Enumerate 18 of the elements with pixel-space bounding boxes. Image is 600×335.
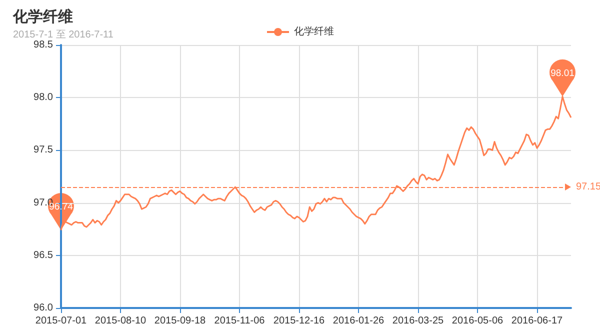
y-tick-label: 97.5 — [34, 144, 54, 156]
legend-label: 化学纤维 — [294, 26, 334, 38]
x-tick-label: 2015-09-18 — [154, 316, 206, 326]
x-tick-label: 2016-05-06 — [452, 316, 504, 326]
chart-title: 化学纤维 — [12, 8, 73, 26]
x-tick-label: 2015-07-01 — [35, 316, 88, 326]
x-tick-label: 2015-11-06 — [214, 316, 266, 326]
y-tick-label: 96.5 — [34, 250, 54, 261]
x-tick-label: 2016-06-17 — [511, 316, 564, 326]
y-tick-label: 98.0 — [34, 92, 54, 104]
x-tick-label: 2015-08-10 — [94, 316, 147, 326]
x-tick-label: 2016-01-26 — [332, 316, 385, 326]
x-tick-label: 2015-12-16 — [273, 316, 326, 326]
chart-subtitle: 2015-7-1 至 2016-7-11 — [13, 30, 114, 40]
annotation: 98.01 — [550, 68, 574, 80]
y-tick-label: 96.0 — [34, 302, 54, 314]
y-tick-label: 98.5 — [34, 40, 54, 50]
x-tick-label: 2016-03-25 — [392, 316, 444, 326]
